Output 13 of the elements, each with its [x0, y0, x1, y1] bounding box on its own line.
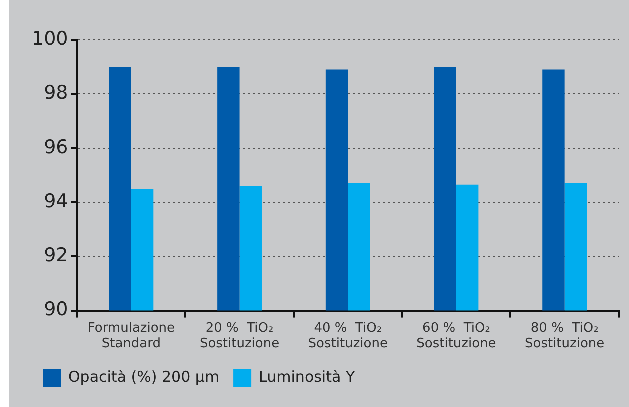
x-tick-label: Formulazione Standard — [88, 320, 176, 352]
legend-label: Luminosità Y — [259, 368, 356, 386]
x-tick-label: 80 % TiO₂ Sostituzione — [525, 320, 605, 352]
y-tick-label: 98 — [44, 82, 68, 104]
y-tick-label: 94 — [44, 190, 68, 212]
y-tick-label: 92 — [44, 244, 68, 267]
y-tick-label: 96 — [44, 136, 68, 158]
legend-label: Opacità (%) 200 µm — [68, 368, 220, 386]
x-tick-label: 40 % TiO₂ Sostituzione — [308, 320, 388, 352]
x-tick-label: 20 % TiO₂ Sostituzione — [200, 320, 280, 352]
x-tick-label: 60 % TiO₂ Sostituzione — [416, 320, 496, 352]
y-tick-label: 90 — [44, 298, 68, 321]
y-tick-label: 100 — [32, 28, 68, 50]
